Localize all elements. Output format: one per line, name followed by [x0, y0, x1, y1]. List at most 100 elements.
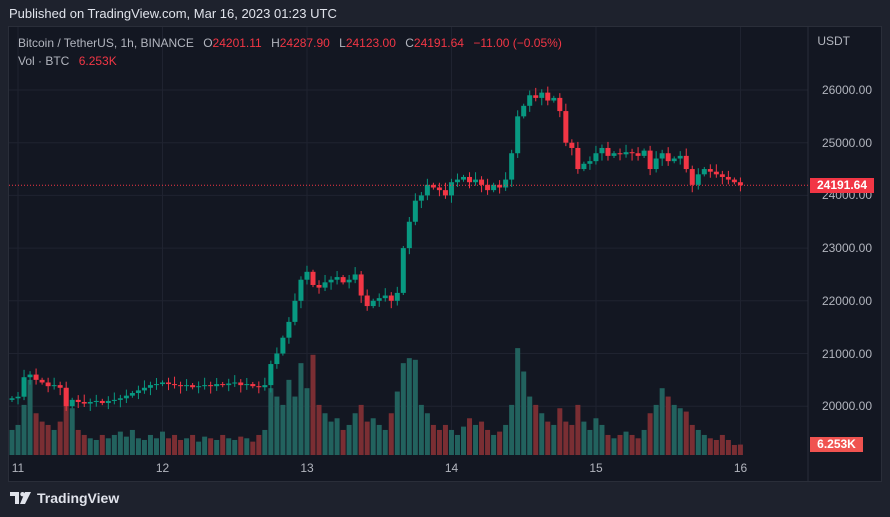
candle-body [497, 184, 503, 188]
candle-body [725, 176, 731, 180]
volume-bar [412, 359, 418, 455]
candle-body [454, 179, 460, 183]
candle-body [611, 153, 617, 156]
volume-bar [27, 379, 33, 455]
volume-bar [406, 358, 412, 455]
candle-body [382, 295, 388, 299]
time-tick-label: 11 [11, 461, 25, 475]
volume-bar [725, 439, 731, 455]
volume-bar [707, 438, 713, 455]
candle-body [172, 384, 178, 386]
candle-body [310, 271, 316, 285]
symbol-title[interactable]: Bitcoin / TetherUS, 1h, BINANCE [18, 36, 194, 50]
volume-bar [244, 438, 250, 455]
candle-body [485, 184, 491, 191]
volume-bar [665, 396, 671, 455]
volume-bar [479, 421, 485, 455]
volume-bar [202, 436, 208, 455]
candle-body [99, 400, 105, 404]
volume-bar [503, 424, 509, 455]
volume-bar [69, 408, 75, 455]
volume-bar [33, 413, 39, 455]
volume-bar [21, 404, 27, 455]
volume-bar [220, 434, 226, 455]
candle-body [244, 384, 250, 386]
volume-bar [509, 404, 515, 455]
candle-body [322, 282, 328, 288]
candle-body [605, 147, 611, 156]
candle-body [334, 277, 340, 280]
volume-bar [671, 404, 677, 455]
volume-bar [208, 438, 214, 455]
candle-body [63, 387, 69, 407]
candle-body [141, 387, 147, 391]
candle-body [689, 169, 695, 185]
candle-body [184, 385, 190, 387]
volume-bar [448, 429, 454, 455]
volume-bar [701, 434, 707, 455]
volume-bar [93, 439, 99, 455]
tradingview-logo[interactable]: TradingView [10, 490, 119, 506]
candle-body [448, 182, 454, 196]
volume-bar [635, 438, 641, 455]
candle-body [256, 386, 262, 388]
volume-bar [521, 371, 527, 455]
candle-body [599, 147, 605, 154]
volume-bar [731, 444, 737, 455]
candle-body [27, 374, 33, 378]
chart-legend: Bitcoin / TetherUS, 1h, BINANCE O24201.1… [18, 34, 562, 70]
currency-label: USDT [817, 34, 850, 48]
candle-body [33, 374, 39, 380]
volume-bar [226, 438, 232, 455]
candle-body [563, 111, 569, 143]
candle-body [370, 300, 376, 307]
volume-bar [683, 411, 689, 455]
candle-body [286, 321, 292, 338]
volume-label[interactable]: Vol · BTC [18, 54, 70, 68]
candle-body [15, 396, 21, 399]
volume-bar [298, 363, 304, 455]
volume-bar [689, 424, 695, 455]
volume-bar [250, 441, 256, 455]
candle-body [340, 277, 346, 283]
volume-bar [190, 434, 196, 455]
candle-body [123, 395, 129, 399]
volume-bar [328, 421, 334, 455]
candle-body [238, 382, 244, 386]
close-label: C [405, 36, 414, 50]
candle-body [473, 179, 479, 183]
candle-body [701, 169, 707, 175]
volume-bar [569, 424, 575, 455]
candle-body [364, 295, 370, 307]
volume-bar [581, 421, 587, 455]
candle-body [358, 274, 364, 296]
candle-body [394, 292, 400, 301]
volume-bar [539, 413, 545, 455]
candle-body [731, 179, 737, 183]
volume-bar [129, 429, 135, 455]
volume-bar [141, 439, 147, 455]
volume-bar [51, 429, 57, 455]
volume-bar [641, 429, 647, 455]
candle-body [461, 176, 466, 180]
volume-bar [473, 424, 479, 455]
candle-body [617, 153, 623, 155]
volume-bar [196, 441, 202, 455]
volume-bar [376, 424, 382, 455]
volume-bar [557, 408, 563, 455]
volume-bar [316, 404, 322, 455]
volume-bar [39, 421, 45, 455]
volume-bar [364, 421, 370, 455]
volume-bar [497, 431, 503, 455]
open-value: 24201.11 [212, 36, 262, 50]
candle-body [527, 95, 533, 106]
volume-bar [461, 426, 466, 455]
candle-body [196, 386, 202, 388]
candle-body [298, 279, 304, 301]
candle-body [713, 171, 719, 175]
candle-body [129, 393, 135, 396]
volume-bar [545, 421, 551, 455]
volume-bar [737, 444, 743, 455]
volume-bar [280, 404, 286, 455]
